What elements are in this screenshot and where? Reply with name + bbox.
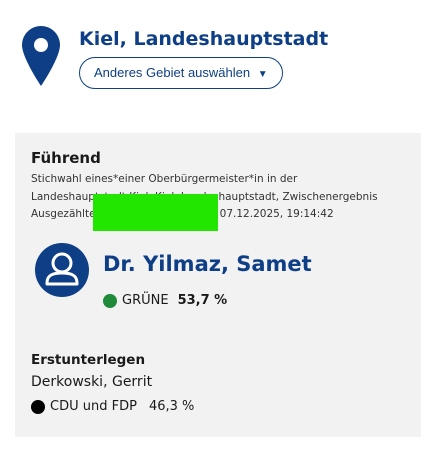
winner-party-row: GRÜNE 53,7 % [103, 293, 227, 308]
description-line: Stichwahl eines*einer Oberbürgermeister*… [31, 173, 298, 185]
winner-percent: 53,7 % [177, 293, 228, 308]
region-header: Kiel, Landeshauptstadt Anderes Gebiet au… [22, 24, 422, 104]
highlight-overlay [93, 194, 218, 231]
winner-name: Dr. Yilmaz, Samet [103, 252, 312, 276]
runner-up-heading: Erstunterlegen [31, 352, 146, 368]
winner-party-name: GRÜNE [122, 293, 169, 308]
map-pin-icon [22, 26, 60, 86]
description-line: Landeshauptstadt Kiel, Kiel, Landeshaupt… [31, 190, 378, 203]
select-region-label: Anderes Gebiet auswählen [94, 65, 251, 80]
result-card: Führend Stichwahl eines*einer Oberbürger… [15, 133, 421, 437]
runner-up-percent: 46,3 % [148, 399, 195, 414]
party-color-dot [31, 399, 45, 414]
election-description: Stichwahl eines*einer Oberbürgermeister*… [31, 171, 411, 224]
runner-up-name: Derkowski, Gerrit [31, 374, 153, 390]
party-color-dot [103, 293, 117, 308]
description-line: Ausgezählte Gebiete: 128 von 137, 07.12.… [31, 208, 334, 220]
region-title: Kiel, Landeshauptstadt [79, 28, 329, 50]
runner-up-party-name: CDU und FDP [50, 399, 137, 414]
select-region-button[interactable]: Anderes Gebiet auswählen ▼ [79, 57, 283, 89]
leading-heading: Führend [31, 149, 101, 167]
user-avatar-icon [35, 243, 89, 297]
runner-up-party-row: CDU und FDP 46,3 % [31, 399, 194, 414]
caret-down-icon: ▼ [257, 69, 268, 80]
